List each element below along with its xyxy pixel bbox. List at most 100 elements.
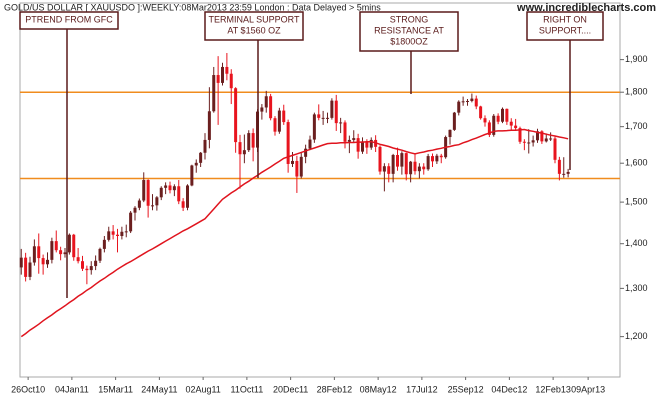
candle-body [216, 75, 220, 83]
candle-body [566, 171, 570, 174]
candle-body [501, 108, 504, 122]
candle-body [120, 231, 124, 237]
candle-body [251, 133, 255, 148]
candle-body [492, 115, 496, 135]
candle-body [28, 262, 32, 277]
candle-body [461, 101, 465, 103]
y-tick-label: 1,400 [625, 238, 648, 248]
annotation-text: $1800OZ [390, 36, 428, 46]
candle-body [286, 122, 290, 164]
candle-body [269, 96, 273, 119]
candle-body [32, 246, 36, 263]
candle-body [142, 180, 146, 201]
candle-body [299, 156, 303, 177]
annotation-text: PTREND FROM GFC [25, 14, 113, 24]
candle-body [470, 98, 474, 101]
candle-body [199, 152, 203, 163]
candle-body [304, 148, 308, 157]
x-tick-label: 24May11 [141, 384, 177, 394]
candle-body [151, 205, 154, 207]
x-tick-label: 15Mar11 [98, 384, 133, 394]
y-tick-label: 1,900 [625, 54, 648, 64]
annotation-text: RESISTANCE AT [374, 25, 444, 35]
candle-body [186, 185, 189, 208]
candle-body [146, 180, 150, 206]
annotation-text: SUPPORT.... [539, 25, 591, 35]
candle-body [37, 246, 41, 259]
candle-body [409, 161, 413, 175]
candle-body [238, 142, 242, 155]
candle-body [435, 155, 439, 162]
candle-body [203, 139, 207, 153]
candle-body [81, 261, 84, 269]
x-tick-label: 25Sep12 [448, 384, 484, 394]
candle-body [76, 257, 80, 262]
x-tick-label: 04Jan11 [55, 384, 89, 394]
candle-body [452, 112, 456, 130]
candle-body [553, 138, 557, 160]
candle-body [207, 111, 211, 140]
candle-body [483, 118, 487, 123]
candle-body [129, 212, 133, 232]
candle-body [67, 234, 71, 253]
candle-body [177, 186, 181, 202]
candle-body [264, 96, 268, 108]
y-tick-label: 1,300 [625, 283, 648, 293]
candle-body [273, 118, 277, 132]
candle-body [347, 139, 351, 142]
plot-frame [19, 2, 621, 378]
candle-body [133, 207, 137, 213]
candle-body [387, 166, 391, 174]
y-tick-label: 1,200 [625, 331, 648, 341]
candle-body [50, 241, 54, 260]
x-tick-label: 26Oct10 [11, 384, 45, 394]
candle-body [352, 138, 356, 140]
candle-body [334, 100, 338, 124]
candle-body [46, 259, 49, 265]
candle-body [72, 234, 76, 258]
annotation-text: TERMINAL SUPPORT [208, 14, 300, 24]
candle-body [466, 100, 469, 102]
annotation-text: RIGHT ON [543, 14, 587, 24]
candle-body [94, 260, 98, 267]
candle-body [59, 250, 63, 255]
candle-body [413, 161, 417, 172]
candle-body [308, 139, 312, 149]
candle-body [172, 186, 176, 191]
candle-body [536, 131, 539, 141]
candle-body [540, 131, 544, 142]
candle-body [509, 121, 513, 126]
candle-body [422, 166, 426, 170]
candle-body [431, 156, 434, 162]
y-tick-label: 1,500 [625, 196, 648, 206]
candle-body [330, 100, 334, 118]
candle-body [194, 162, 198, 166]
candle-body [496, 115, 500, 122]
candle-body [396, 154, 399, 167]
candle-body [426, 156, 430, 170]
candle-body [562, 173, 566, 175]
candle-body [339, 122, 343, 124]
candle-body [531, 140, 535, 143]
x-tick-label: 11Oct11 [231, 384, 264, 394]
candle-body [221, 66, 224, 83]
candle-body [63, 252, 67, 255]
candle-body [137, 200, 141, 208]
candle-body [168, 185, 172, 191]
candle-body [544, 138, 548, 142]
candle-body [260, 107, 264, 112]
candle-body [98, 248, 102, 261]
candle-body [229, 73, 233, 89]
candle-body [404, 153, 408, 175]
candle-body [448, 129, 452, 138]
candle-body [417, 166, 421, 172]
candle-body [85, 268, 89, 271]
candle-body [326, 117, 329, 119]
x-tick-label: 02Aug11 [185, 384, 220, 394]
source-label: www.incrediblecharts.com [516, 2, 656, 14]
candle-body [116, 234, 119, 237]
candle-body [164, 185, 168, 188]
candle-body [225, 66, 229, 74]
y-tick-label: 1,700 [625, 121, 648, 131]
annotation-box [526, 11, 604, 41]
